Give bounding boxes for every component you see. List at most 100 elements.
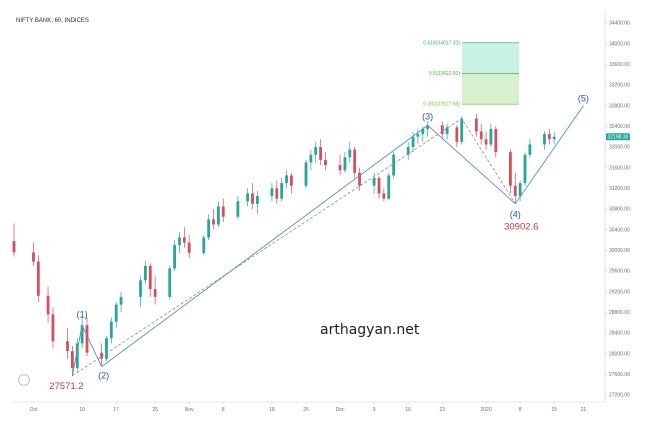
y-tick-label: 32400.00	[609, 124, 630, 130]
y-tick-label: 30000.00	[609, 248, 630, 254]
candle	[236, 196, 240, 220]
candle	[460, 116, 464, 145]
fib-level-label-2: 0.382(32827.88)	[423, 102, 460, 108]
candle	[377, 175, 381, 199]
candle	[440, 121, 444, 140]
fib-level-label-0: 0.618(34017.32)	[423, 40, 460, 46]
candle	[66, 327, 69, 359]
y-tick-label: 28400.00	[609, 331, 630, 337]
x-tick-label: 25	[152, 407, 158, 413]
candle	[221, 198, 225, 222]
wave-label: (1)	[77, 309, 88, 319]
chart-title: NIFTY BANK, 60, INDICES	[16, 18, 89, 24]
y-tick-label: 33200.00	[609, 83, 630, 89]
candle	[139, 276, 142, 308]
fib-level-label-1: 0.5(33422.60)	[429, 71, 460, 77]
candle	[187, 234, 191, 259]
candle	[338, 154, 342, 176]
candle	[251, 183, 254, 209]
candle	[426, 121, 430, 137]
candle	[36, 255, 40, 302]
wave-label: (4)	[510, 210, 521, 220]
last-price-label: 32198.30	[608, 135, 629, 141]
x-tick-label: 2020	[481, 407, 492, 413]
candle	[309, 149, 313, 171]
candle	[523, 152, 527, 186]
tradingview-logo-icon	[17, 373, 31, 387]
candle	[387, 172, 391, 200]
x-tick-label: 15	[551, 407, 557, 413]
y-tick-label: 30800.00	[609, 207, 630, 213]
candle	[416, 128, 420, 145]
price-annotation: 27571.2	[49, 381, 83, 392]
fib-zone-0	[462, 42, 519, 74]
wave-label: (2)	[98, 371, 109, 381]
candle	[543, 131, 546, 150]
candle	[489, 123, 493, 147]
candle	[455, 125, 459, 147]
y-axis-ticks: 34400.00 34000.00 33600.00 33200.00 32800.00…	[605, 21, 630, 399]
candle	[290, 172, 293, 194]
candle	[406, 141, 410, 160]
candle	[319, 139, 322, 166]
x-tick-label: 8	[519, 407, 522, 413]
x-tick-label: 23	[439, 407, 445, 413]
y-tick-label: 33600.00	[609, 62, 630, 68]
candle	[168, 265, 172, 300]
y-tick-label: 32000.00	[609, 145, 630, 151]
candle	[255, 190, 259, 215]
candle	[207, 214, 211, 240]
last-price-marker: 32198.30	[606, 133, 630, 141]
x-tick-label: 16	[405, 407, 411, 413]
candle	[80, 317, 84, 349]
x-tick-label: 10	[79, 407, 85, 413]
y-tick-label: 27200.00	[609, 393, 630, 399]
candle	[353, 147, 357, 178]
x-tick-label: Oct	[30, 407, 38, 413]
candle	[105, 335, 108, 362]
x-tick-label: 18	[269, 407, 275, 413]
candle	[343, 152, 347, 173]
candle	[358, 167, 361, 191]
x-tick-label: Nov	[185, 407, 194, 413]
candle	[314, 141, 318, 163]
y-tick-label: 34000.00	[609, 41, 630, 47]
candle	[217, 201, 220, 228]
candle	[270, 183, 274, 202]
x-tick-label: 17	[113, 407, 119, 413]
fib-zone-1	[462, 73, 519, 105]
candles-layer	[12, 113, 556, 376]
x-tick-label: 9	[373, 407, 376, 413]
candle	[509, 149, 512, 194]
wave-dashed-line	[72, 118, 516, 377]
candle	[202, 234, 206, 256]
candle	[513, 172, 517, 204]
candle	[178, 232, 181, 253]
candle	[324, 152, 327, 171]
candle	[285, 170, 288, 189]
candle	[109, 317, 113, 344]
annotation-layer: (1) (2) (3) (4) (5) 27571.2 30902.6	[49, 94, 589, 392]
y-tick-label: 31200.00	[609, 186, 630, 192]
candle	[494, 126, 498, 158]
x-tick-label: 21	[581, 407, 587, 413]
x-tick-label: Dec	[336, 407, 345, 413]
candle	[85, 317, 89, 357]
watermark-text: arthagyan.net	[320, 322, 420, 338]
candle	[32, 242, 35, 266]
candle	[552, 131, 556, 145]
candle	[173, 240, 176, 271]
y-tick-label: 28000.00	[609, 351, 630, 357]
candle	[304, 159, 308, 189]
x-tick-label: 8	[222, 407, 225, 413]
candle	[275, 180, 279, 204]
candle	[148, 263, 152, 297]
price-annotation: 30902.6	[504, 222, 538, 233]
candle	[392, 152, 395, 178]
candle	[474, 113, 478, 137]
y-tick-label: 32800.00	[609, 103, 630, 109]
candle	[528, 139, 532, 158]
fibonacci-layer: 0.618(34017.32) 0.5(33422.60) 0.382(32827.…	[423, 40, 519, 108]
x-tick-label: 25	[303, 407, 309, 413]
